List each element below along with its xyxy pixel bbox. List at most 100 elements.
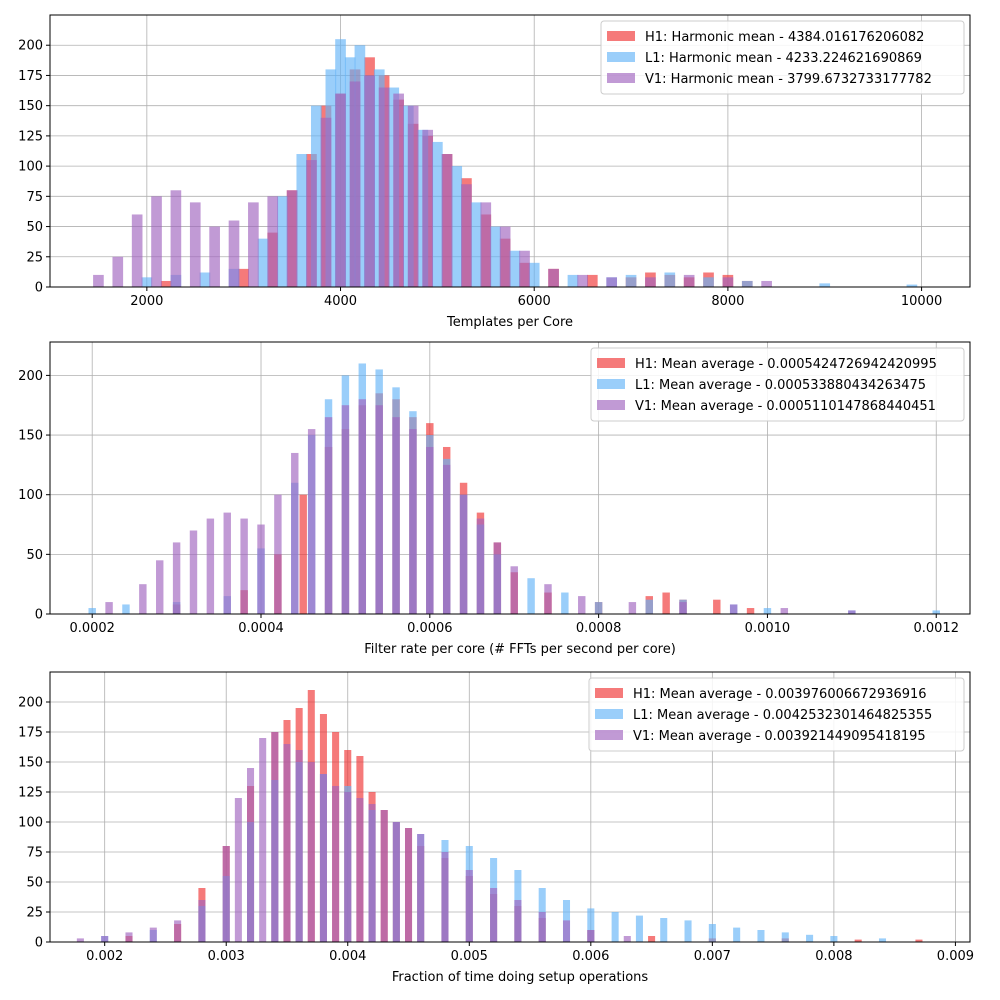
histogram-bar xyxy=(746,608,755,614)
y-tick-label: 150 xyxy=(18,99,43,114)
histogram-bar xyxy=(112,256,124,287)
histogram-bar xyxy=(209,226,220,287)
legend: H1: Harmonic mean - 4384.016176206082 L1:… xyxy=(600,20,965,95)
histogram-bar xyxy=(271,732,279,942)
histogram-bar xyxy=(729,604,738,614)
legend-entry: L1: Mean average - 0.0042532301464825355 xyxy=(633,708,932,723)
histogram-bar xyxy=(578,596,586,614)
x-tick-label: 8000 xyxy=(711,294,744,309)
histogram-bar xyxy=(277,196,288,287)
y-tick-label: 200 xyxy=(18,696,43,711)
histogram-bar xyxy=(206,518,215,614)
histogram-bar xyxy=(562,920,571,942)
histogram-bar xyxy=(125,932,133,942)
x-tick-label: 0.0012 xyxy=(913,621,959,636)
histogram-bar xyxy=(199,272,211,287)
histogram-bar xyxy=(341,405,350,614)
histogram-bar xyxy=(257,238,269,287)
legend-box xyxy=(590,347,965,422)
y-tick-label: 200 xyxy=(18,369,43,384)
histogram-bar xyxy=(198,900,206,942)
histogram-bar xyxy=(392,417,400,614)
histogram-bar xyxy=(417,834,425,942)
histogram-bar xyxy=(757,930,765,942)
histogram-bar xyxy=(587,930,595,942)
histogram-bar xyxy=(741,280,753,287)
x-tick-label: 6000 xyxy=(518,294,551,309)
x-tick-label: 4000 xyxy=(324,294,357,309)
x-tick-label: 0.009 xyxy=(937,949,974,964)
histogram-bar xyxy=(375,405,383,614)
y-tick-label: 125 xyxy=(18,129,43,144)
x-tick-label: 0.007 xyxy=(694,949,731,964)
histogram-bar xyxy=(324,417,333,614)
legend-swatch xyxy=(595,688,623,698)
histogram-bar xyxy=(648,936,656,942)
histogram-bar xyxy=(490,226,501,287)
y-tick-label: 100 xyxy=(18,816,43,831)
axes-frame xyxy=(49,671,971,943)
histogram-bar xyxy=(344,792,352,942)
legend-swatch xyxy=(607,52,635,62)
x-tick-label: 0.0006 xyxy=(407,621,453,636)
y-tick-label: 150 xyxy=(18,429,43,444)
histogram-bar xyxy=(364,75,375,287)
histogram-bar xyxy=(238,268,250,287)
histogram-bar xyxy=(76,938,84,942)
histogram-bar xyxy=(476,518,485,614)
chart-panel-1: 2000 4000 6000 8000 10000 0 25 50 75 100 125 150 175… xyxy=(18,14,971,330)
histogram-bar xyxy=(291,452,299,614)
histogram-bar xyxy=(611,912,619,942)
histogram-bar xyxy=(296,154,308,287)
histogram-bar xyxy=(409,429,417,614)
histogram-bar xyxy=(662,592,670,614)
x-tick-label: 0.0004 xyxy=(238,621,284,636)
histogram-bar xyxy=(139,584,147,614)
y-tick-label: 0 xyxy=(35,281,43,296)
histogram-bar xyxy=(493,542,502,614)
histogram-bar xyxy=(380,810,388,942)
x-tick-label: 0.002 xyxy=(86,949,123,964)
histogram-bar xyxy=(684,920,692,942)
histogram-bar xyxy=(587,908,595,942)
histogram-bar xyxy=(561,592,569,614)
histogram-bar xyxy=(306,160,317,287)
histogram-bar xyxy=(528,262,540,287)
histogram-bar xyxy=(733,927,741,942)
x-axis-label: Fraction of time doing setup operations xyxy=(392,970,649,985)
histogram-bar xyxy=(393,93,404,287)
histogram-bar xyxy=(228,220,240,287)
legend-swatch xyxy=(597,379,625,389)
histogram-bar xyxy=(141,277,153,287)
histogram-bar xyxy=(441,154,453,287)
histogram-bar xyxy=(514,900,522,942)
x-tick-label: 0.005 xyxy=(451,949,488,964)
histogram-bar xyxy=(645,277,656,287)
histogram-bar xyxy=(257,524,265,614)
legend-entry: V1: Harmonic mean - 3799.6732733177782 xyxy=(645,72,932,87)
x-tick-label: 0.008 xyxy=(815,949,852,964)
series-3-bars xyxy=(76,732,631,942)
histogram-bar xyxy=(174,920,182,942)
chart-panel-2: 0.0002 0.0004 0.0006 0.0008 0.0010 0.0012 0 50 1… xyxy=(18,341,971,657)
histogram-bar xyxy=(623,936,631,942)
histogram-bar xyxy=(906,284,918,287)
histogram-bar xyxy=(240,518,248,614)
histogram-bar xyxy=(683,274,695,287)
histogram-bar xyxy=(510,566,518,614)
y-tick-label: 175 xyxy=(18,726,43,741)
histogram-bar xyxy=(404,828,413,942)
histogram-bar xyxy=(378,87,390,288)
histogram-bar xyxy=(527,578,535,614)
x-tick-label: 0.004 xyxy=(329,949,366,964)
histogram-bar xyxy=(122,604,130,614)
histogram-bar xyxy=(335,93,346,287)
histogram-bar xyxy=(606,277,618,287)
histogram-bar xyxy=(223,512,231,614)
y-tick-label: 100 xyxy=(18,488,43,503)
legend-swatch xyxy=(597,400,625,410)
histogram-bar xyxy=(459,494,468,614)
histogram-bar xyxy=(299,494,307,614)
histogram-bar xyxy=(544,584,552,614)
histogram-bar xyxy=(156,560,164,614)
